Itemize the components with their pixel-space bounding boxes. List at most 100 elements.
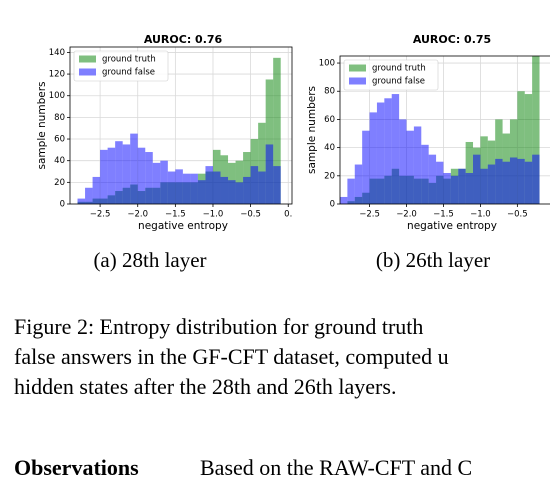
bar: [92, 176, 101, 204]
legend-swatch: [79, 55, 96, 63]
bar: [220, 176, 229, 204]
bar: [436, 161, 444, 204]
bar: [190, 173, 198, 204]
section-text: Based on the RAW-CFT and C: [200, 455, 472, 480]
caption-line: Figure 2: Entropy distribution for groun…: [14, 314, 423, 339]
bar: [212, 171, 221, 204]
bar: [273, 166, 281, 204]
chart: AUROC: 0.75 0 20 40 60 80 100 −2.5 −2.0 −1.5 −1.0 −…: [306, 33, 550, 232]
caption-line: false answers in the GF-CFT dataset, com…: [14, 344, 449, 369]
bar: [167, 171, 176, 204]
legend-swatch: [349, 64, 366, 72]
bar: [391, 94, 400, 204]
bar: [458, 168, 466, 204]
x-axis-label: negative entropy: [407, 220, 497, 232]
bar: [509, 157, 518, 204]
bar: [175, 169, 183, 204]
plot-frame: [69, 46, 293, 205]
y-tick-label: 40: [324, 143, 335, 153]
y-tick-label: 100: [319, 59, 335, 69]
bar: [406, 130, 414, 204]
x-tick-label: −1.0: [203, 210, 224, 220]
x-tick-label: −0.5: [240, 210, 261, 220]
bar: [495, 158, 503, 204]
y-tick-label: 0: [60, 200, 65, 210]
bar: [130, 133, 138, 204]
subfigure-caption: (b) 26th layer: [376, 248, 490, 272]
bar: [122, 144, 131, 204]
bar: [273, 57, 281, 204]
x-tick-label: −2.5: [90, 210, 111, 220]
x-tick-label: 0.: [284, 210, 292, 220]
x-tick-label: −1.0: [470, 210, 491, 220]
legend-box: [73, 50, 169, 82]
bar: [362, 130, 370, 204]
bar: [228, 180, 236, 204]
bar: [413, 126, 422, 204]
bar: [517, 158, 525, 204]
bar: [77, 198, 86, 204]
bar: [465, 172, 474, 204]
bar: [524, 94, 533, 204]
bar: [443, 172, 451, 204]
bar: [384, 98, 392, 204]
bar: [235, 182, 244, 204]
chart-title: AUROC: 0.76: [144, 33, 223, 46]
bar: [487, 164, 496, 204]
bar: [450, 175, 459, 204]
bar: [354, 164, 363, 204]
subfigure-caption: (a) 28th layer: [93, 248, 206, 272]
bar: [428, 154, 437, 204]
y-tick-label: 80: [324, 87, 335, 97]
bar: [197, 180, 206, 204]
bar: [517, 91, 525, 204]
bar: [347, 178, 355, 204]
y-axis-label: sample numbers: [36, 82, 48, 170]
y-tick-label: 60: [324, 115, 335, 125]
x-tick-label: −0.5: [507, 210, 528, 220]
bar: [399, 119, 407, 204]
chart-title: AUROC: 0.75: [413, 33, 491, 46]
chart: AUROC: 0.76 0 20 40 60 80 100 120 140 −2.5 −2.0 −1.…: [36, 33, 293, 232]
plot-frame: [339, 55, 550, 205]
legend-label: ground truth: [102, 55, 156, 65]
x-axis-label: negative entropy: [138, 220, 228, 232]
bar: [160, 160, 168, 204]
bar: [152, 162, 161, 204]
bar: [265, 79, 274, 204]
bar: [502, 161, 510, 204]
bar: [145, 152, 153, 204]
x-tick-label: −2.0: [127, 210, 148, 220]
legend-box: [343, 59, 439, 91]
bar: [137, 147, 146, 204]
bar: [265, 144, 274, 204]
y-tick-label: 80: [54, 113, 65, 123]
bar: [235, 160, 244, 204]
y-axis-label: sample numbers: [306, 86, 318, 174]
section-heading: Observations: [14, 455, 139, 480]
legend-label: ground false: [372, 77, 425, 87]
bar: [182, 173, 191, 204]
legend-swatch: [79, 68, 96, 76]
bar: [340, 196, 348, 204]
bar: [421, 144, 429, 204]
bar: [250, 166, 259, 204]
y-tick-label: 40: [54, 156, 65, 166]
bar: [524, 161, 533, 204]
legend-label: ground truth: [372, 64, 426, 74]
bar: [532, 56, 540, 204]
bar: [107, 147, 116, 204]
caption-line: hidden states after the 28th and 26th la…: [14, 374, 396, 399]
bar: [532, 154, 540, 204]
x-tick-label: −2.5: [359, 210, 380, 220]
bar: [376, 102, 385, 204]
y-tick-label: 100: [49, 91, 65, 101]
y-tick-label: 60: [54, 135, 65, 145]
legend-label: ground false: [102, 68, 155, 78]
x-tick-label: −1.5: [165, 210, 186, 220]
bar: [258, 122, 266, 204]
y-tick-label: 0: [330, 200, 335, 210]
bar: [205, 166, 213, 204]
y-tick-label: 20: [324, 171, 335, 181]
